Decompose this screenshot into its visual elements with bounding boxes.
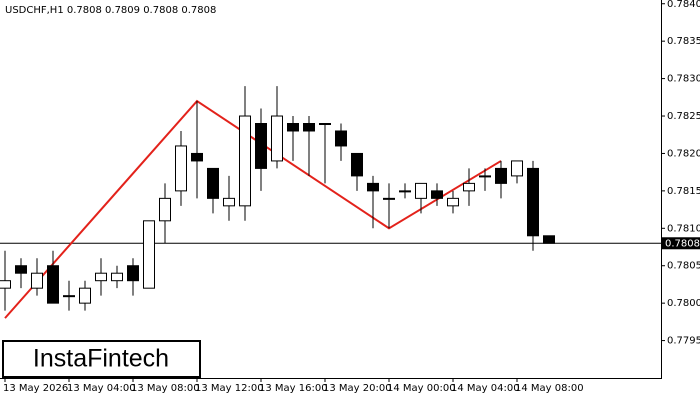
candle-body — [447, 197, 459, 207]
last-price-box — [662, 237, 700, 250]
candle-body — [127, 265, 139, 282]
x-tick-label: 14 May 04:00 — [451, 383, 520, 394]
candle-body — [0, 280, 11, 289]
y-tick-label: 0.7800 — [667, 298, 700, 309]
x-tick-label: 13 May 12:00 — [195, 383, 264, 394]
candle-body — [511, 160, 523, 177]
candle-body — [47, 265, 59, 304]
candle-body — [463, 182, 475, 192]
candle-body — [15, 265, 27, 274]
candle-body — [479, 175, 491, 178]
y-tick-label: 0.7815 — [667, 186, 700, 197]
candle-body — [159, 197, 171, 222]
candle-body — [495, 167, 507, 184]
candle-body — [367, 182, 379, 192]
candle-body — [239, 115, 251, 207]
candle-body — [319, 123, 331, 126]
candle-body — [143, 220, 155, 289]
candle-body — [95, 272, 107, 282]
candle-body — [191, 152, 203, 162]
candle-body — [271, 115, 283, 162]
candle-body — [415, 182, 427, 199]
candle-body — [111, 272, 123, 282]
candle-body — [335, 130, 347, 147]
candle-body — [79, 287, 91, 304]
y-tick-label: 0.7830 — [667, 74, 700, 85]
y-tick-label: 0.7795 — [667, 336, 700, 347]
chart-title: USDCHF,H1 0.7808 0.7809 0.7808 0.7808 — [5, 5, 216, 16]
y-tick-label: 0.7805 — [667, 261, 700, 272]
logo-box — [2, 340, 201, 378]
candle-body — [383, 197, 395, 200]
candle-body — [175, 145, 187, 192]
x-tick-label: 14 May 00:00 — [387, 383, 456, 394]
y-tick-label: 0.7825 — [667, 111, 700, 122]
candle-body — [351, 152, 363, 177]
candle-body — [207, 167, 219, 199]
x-tick-label: 14 May 08:00 — [515, 383, 584, 394]
y-tick-label: 0.7835 — [667, 36, 700, 47]
candle-body — [527, 167, 539, 237]
candle-body — [543, 235, 555, 244]
y-tick-label: 0.7820 — [667, 148, 700, 159]
candle-body — [431, 190, 443, 199]
x-tick-label: 13 May 04:00 — [67, 383, 136, 394]
x-tick-label: 13 May 2026 — [3, 383, 68, 394]
x-tick-label: 13 May 20:00 — [323, 383, 392, 394]
x-tick-label: 13 May 08:00 — [131, 383, 200, 394]
pattern-line — [4, 99, 502, 319]
candle-body — [255, 123, 267, 169]
candle-body — [223, 197, 235, 207]
x-tick-label: 13 May 16:00 — [259, 383, 328, 394]
logo: InstaFintech — [33, 345, 169, 373]
candle-body — [31, 272, 43, 289]
candle-body — [63, 295, 75, 298]
candle-body — [399, 190, 411, 193]
y-tick-label: 0.7810 — [667, 223, 700, 234]
last-price-label: 0.7808 — [665, 238, 700, 249]
y-tick-label: 0.7840 — [667, 0, 700, 10]
candle-body — [287, 123, 299, 132]
candle-body — [303, 123, 315, 132]
